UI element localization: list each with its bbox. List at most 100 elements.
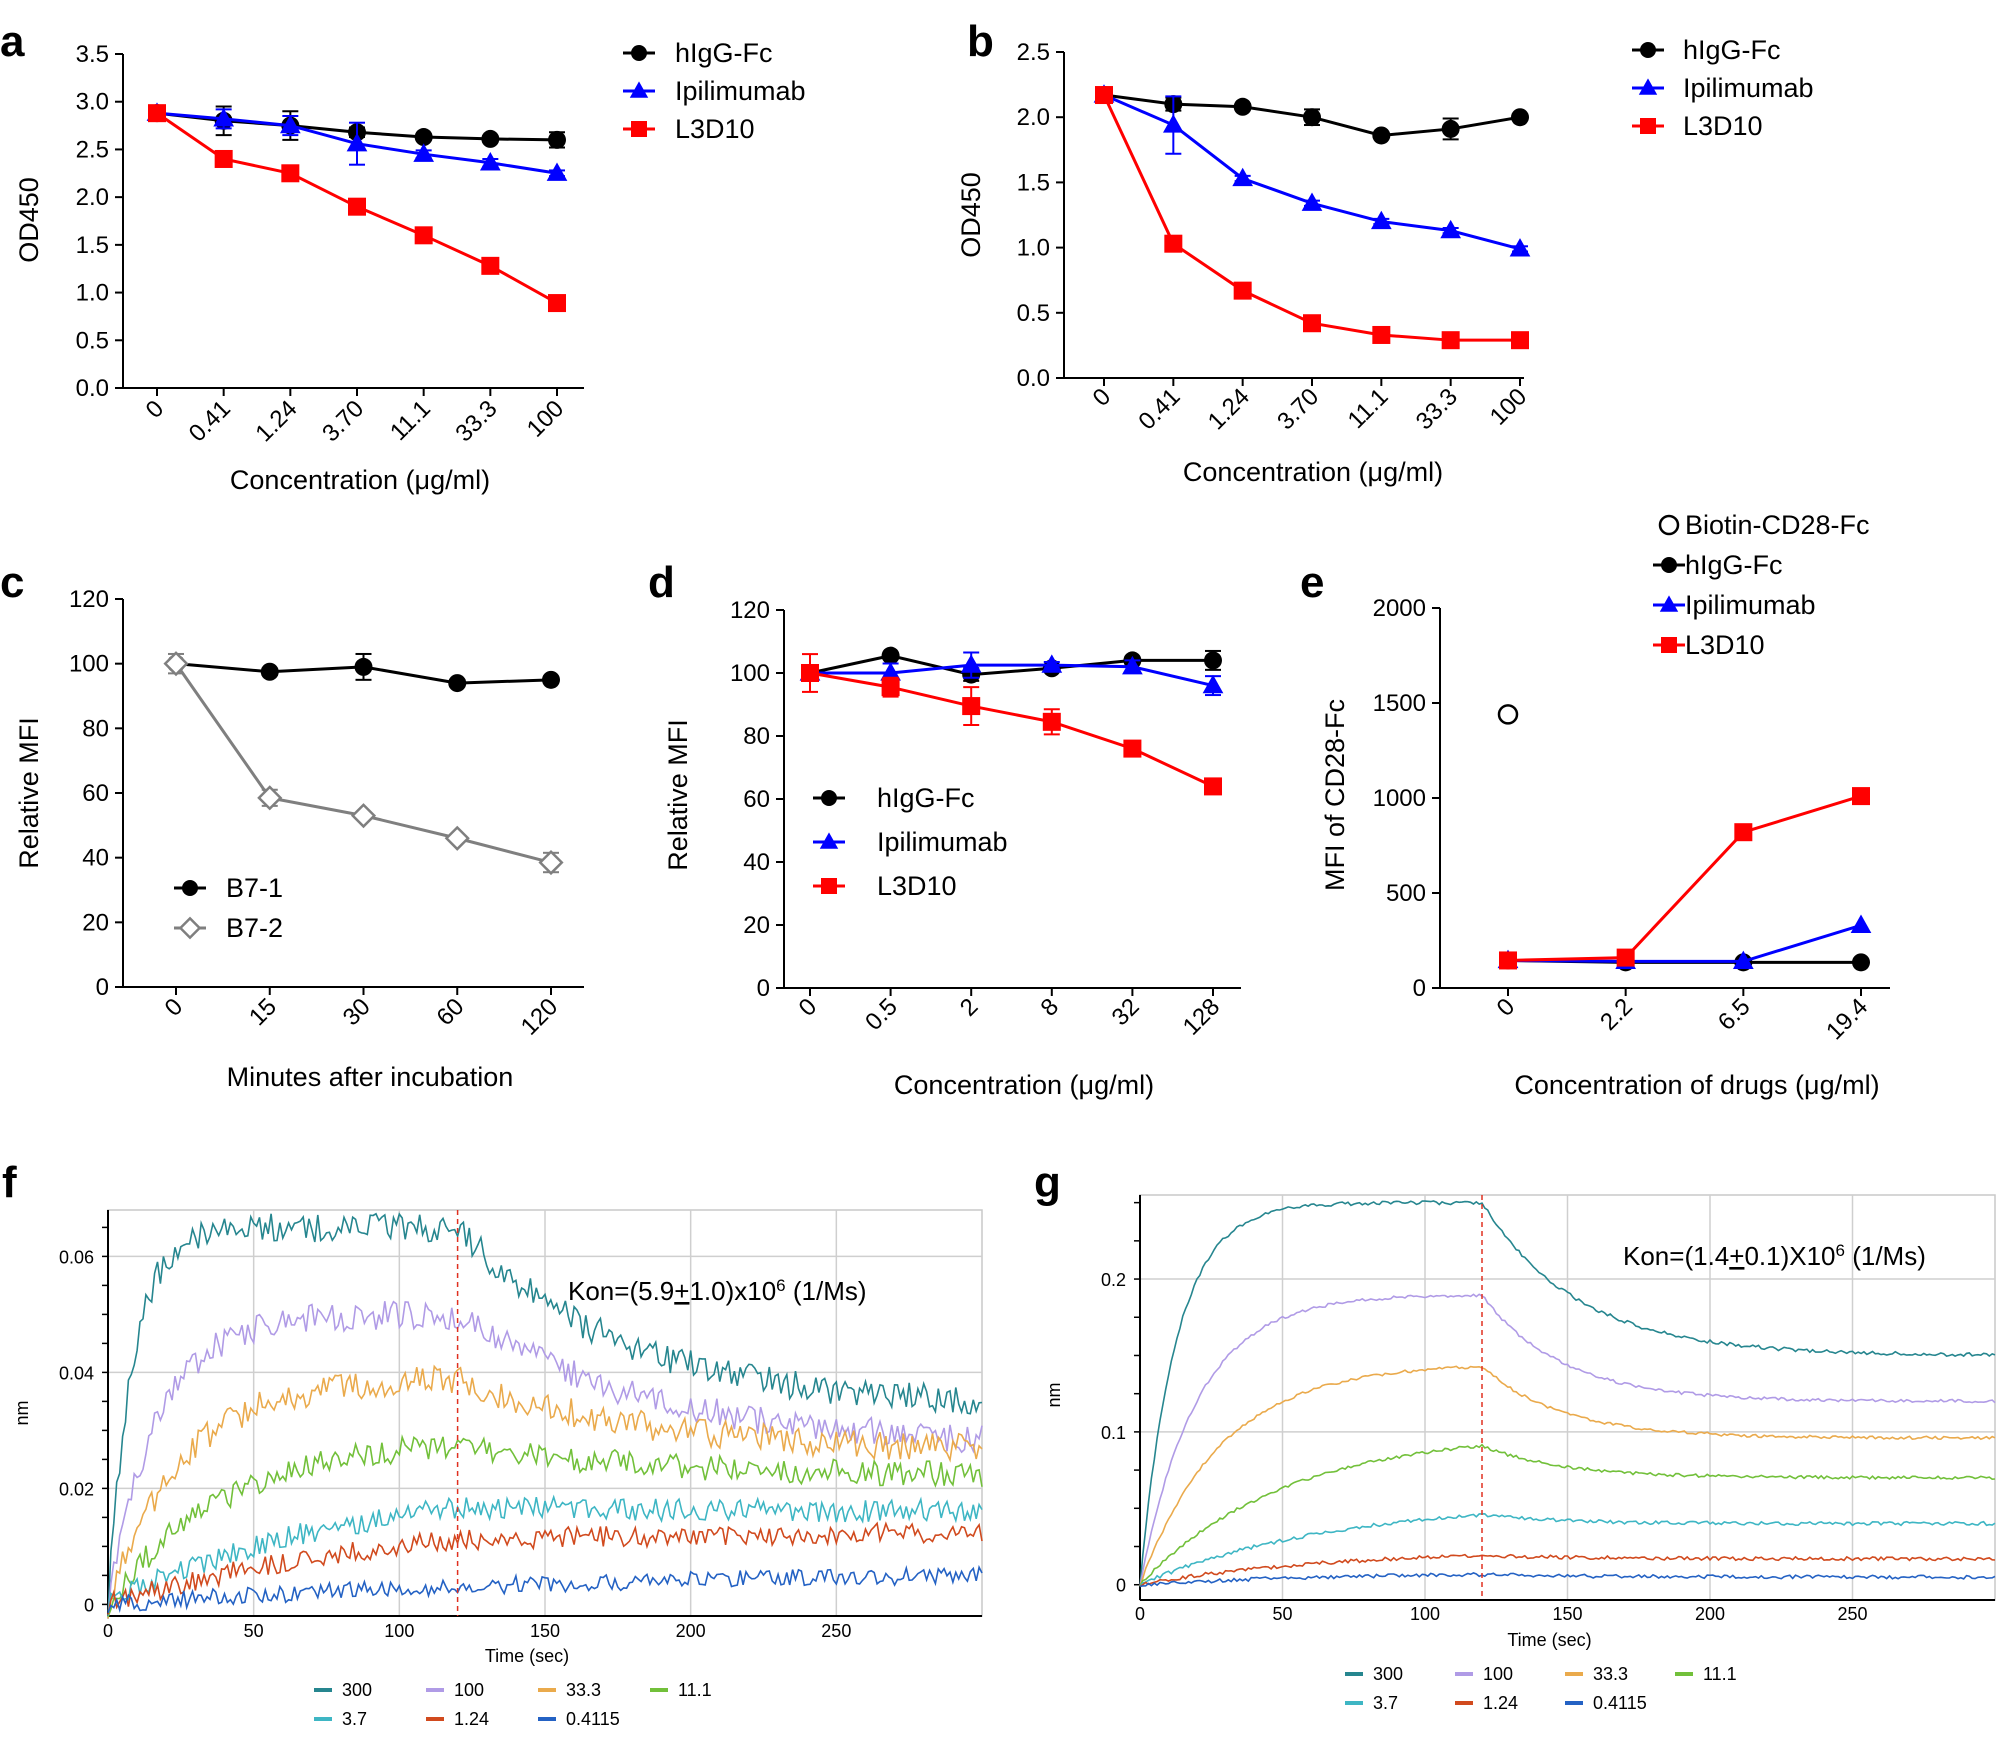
legend: hIgG-Fc Ipilimumab L3D10 [813, 783, 1008, 901]
series-line [809, 654, 1213, 677]
legend-marker [821, 878, 837, 894]
x-tick-label: 100 [384, 1621, 414, 1641]
data-point [1732, 950, 1754, 970]
x-tick-label: 0.5 [860, 993, 903, 1036]
series-line-3.7 [1139, 1512, 1996, 1587]
data-point [1511, 331, 1529, 350]
x-tick-label: 0 [1135, 1604, 1145, 1624]
data-point [1233, 281, 1252, 300]
x-tick-label: 0 [1492, 993, 1521, 1022]
series-l3d10 [801, 653, 1222, 796]
legend-label: 1.24 [1483, 1693, 1518, 1713]
data-point [1303, 108, 1321, 127]
chart-d: d 0 20 40 60 80 100 120 0 0.5 2 8 32 128 Concentration… [648, 558, 1241, 1100]
y-tick-label: 0.0 [1017, 365, 1050, 392]
legend-label: hIgG-Fc [877, 783, 975, 813]
y-tick-label: 1.0 [76, 280, 109, 307]
x-tick-label: 200 [676, 1621, 706, 1641]
legend-marker [182, 880, 198, 896]
data-point [546, 162, 568, 181]
series-line-0.4115 [1139, 1572, 1996, 1588]
data-point [481, 129, 500, 148]
data-point [348, 197, 366, 216]
y-axis-label: OD450 [14, 177, 44, 263]
data-point [880, 662, 901, 681]
series-ipilimumab [146, 102, 568, 181]
y-tick-label: 2.0 [76, 184, 109, 211]
series-line [174, 662, 552, 864]
annotation-sup: 6 [776, 1276, 785, 1295]
series-l3d10 [1095, 86, 1529, 350]
legend: hIgG-Fc Ipilimumab L3D10 [1632, 35, 1814, 141]
data-point [542, 670, 560, 689]
legend-marker [819, 832, 839, 849]
annotation-middle: 0.1)X10 [1744, 1241, 1835, 1271]
y-tick-label: 0.5 [76, 327, 109, 354]
x-tick-label: 0 [160, 993, 189, 1022]
y-tick-label: 20 [82, 909, 109, 936]
y-tick-label: 40 [743, 849, 770, 876]
y-tick-label: 0 [84, 1595, 94, 1615]
legend-label: 0.4115 [1593, 1693, 1647, 1713]
data-point [213, 108, 235, 127]
data-point [1511, 108, 1529, 127]
y-tick-label: 2.0 [1017, 104, 1050, 131]
y-tick-label: 1.0 [1017, 235, 1050, 262]
y-tick-label: 0 [757, 975, 770, 1002]
legend-label: 3.7 [342, 1709, 367, 1729]
panel-label: c [0, 558, 24, 607]
y-tick-label: 0 [1116, 1576, 1126, 1596]
data-point [214, 149, 233, 168]
x-tick-label: 60 [432, 993, 470, 1031]
panel-label: g [1034, 1158, 1061, 1207]
data-point [414, 128, 433, 147]
x-tick-label: 19.4 [1821, 993, 1873, 1045]
legend: B7-1 B7-2 [174, 873, 283, 943]
legend-label: Ipilimumab [1683, 73, 1814, 103]
legend-label: Ipilimumab [675, 76, 806, 106]
y-tick-label: 60 [82, 780, 109, 807]
y-axis-label: Relative MFI [14, 717, 44, 869]
y-tick-label: 0.02 [59, 1479, 94, 1499]
x-tick-label: 50 [244, 1621, 264, 1641]
y-tick-label: 500 [1386, 880, 1426, 907]
y-tick-label: 0 [96, 974, 109, 1001]
data-point [414, 226, 433, 245]
series-l3d10 [148, 104, 566, 313]
data-point [1123, 739, 1142, 758]
x-tick-label: 1.24 [1203, 383, 1255, 435]
legend-label: 100 [454, 1680, 484, 1700]
legend-label: 300 [342, 1680, 372, 1700]
y-axis-label: nm [12, 1400, 32, 1425]
x-tick-label: 50 [1272, 1604, 1292, 1624]
legend-label: 11.1 [1703, 1664, 1737, 1684]
chart-e: e 0 500 1000 1500 2000 0 2.2 6.5 19.4 Concentratio… [1300, 510, 1890, 1100]
y-tick-label: 3.5 [76, 41, 109, 68]
series-line-33.3 [1139, 1365, 1996, 1587]
data-point [148, 104, 166, 123]
legend-marker [178, 916, 202, 940]
x-tick-label: 128 [1178, 993, 1225, 1040]
data-point [163, 651, 189, 677]
data-point [413, 143, 435, 162]
data-point [1441, 119, 1460, 138]
series-line [809, 671, 1214, 788]
x-tick-label: 0 [141, 395, 170, 424]
series-line-33.3 [107, 1364, 983, 1619]
x-tick-label: 33.3 [1411, 383, 1463, 435]
y-tick-label: 3.0 [76, 89, 109, 116]
y-tick-label: 0.2 [1101, 1270, 1126, 1290]
x-tick-label: 0.41 [184, 395, 236, 447]
x-tick-label: 3.70 [317, 395, 369, 447]
kon-annotation: Kon=(5.9+1.0)x106 (1/Ms) [568, 1276, 867, 1307]
series-line-3.7 [107, 1494, 983, 1616]
legend-marker [629, 81, 649, 98]
y-tick-label: 1.5 [1017, 169, 1050, 196]
legend-label: 33.3 [1593, 1664, 1628, 1684]
y-tick-label: 100 [730, 660, 770, 687]
annotation-prefix: Kon=(1.4 [1623, 1241, 1729, 1271]
y-tick-label: 100 [69, 651, 109, 678]
legend: 300 100 33.3 11.1 3.7 1.24 0.4115 [1345, 1664, 1737, 1713]
data-point [962, 697, 981, 716]
legend-label: 11.1 [678, 1680, 712, 1700]
